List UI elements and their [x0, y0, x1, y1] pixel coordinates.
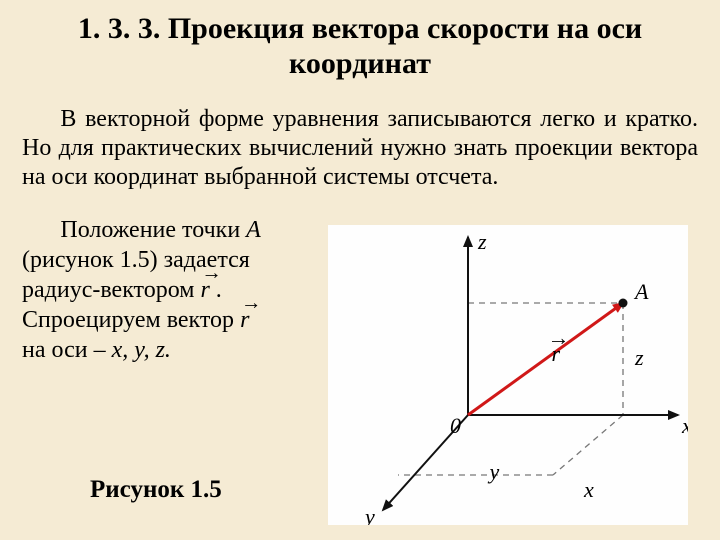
- svg-text:0: 0: [450, 413, 461, 438]
- figure-svg: xyzA0r→xyz: [328, 225, 688, 525]
- text: Положение точки: [60, 217, 246, 243]
- figure-caption: Рисунок 1.5: [90, 476, 222, 504]
- point-A-name: A: [246, 217, 261, 243]
- svg-text:→: →: [548, 325, 570, 350]
- svg-text:x: x: [681, 413, 688, 438]
- svg-text:y: y: [363, 504, 375, 525]
- svg-text:y: y: [488, 459, 500, 484]
- coordinate-figure: xyzA0r→xyz: [328, 225, 688, 525]
- text: радиус-вектором: [22, 277, 200, 303]
- svg-text:x: x: [583, 477, 594, 502]
- svg-text:z: z: [634, 345, 644, 370]
- text: Спроецируем вектор: [22, 307, 240, 333]
- svg-text:A: A: [633, 279, 649, 304]
- vector-r-symbol: r: [200, 275, 209, 305]
- svg-text:z: z: [477, 229, 487, 254]
- paragraph-intro: В векторной форме уравнения записываются…: [22, 105, 698, 191]
- slide-title: 1. 3. 3. Проекция вектора скорости на ос…: [22, 12, 698, 81]
- text: на оси –: [22, 337, 112, 363]
- vector-r-symbol: r: [240, 305, 249, 335]
- left-column: Положение точки A (рисунок 1.5) задается…: [22, 215, 342, 365]
- slide: 1. 3. 3. Проекция вектора скорости на ос…: [0, 0, 720, 540]
- axes-names: x, y, z.: [112, 337, 171, 363]
